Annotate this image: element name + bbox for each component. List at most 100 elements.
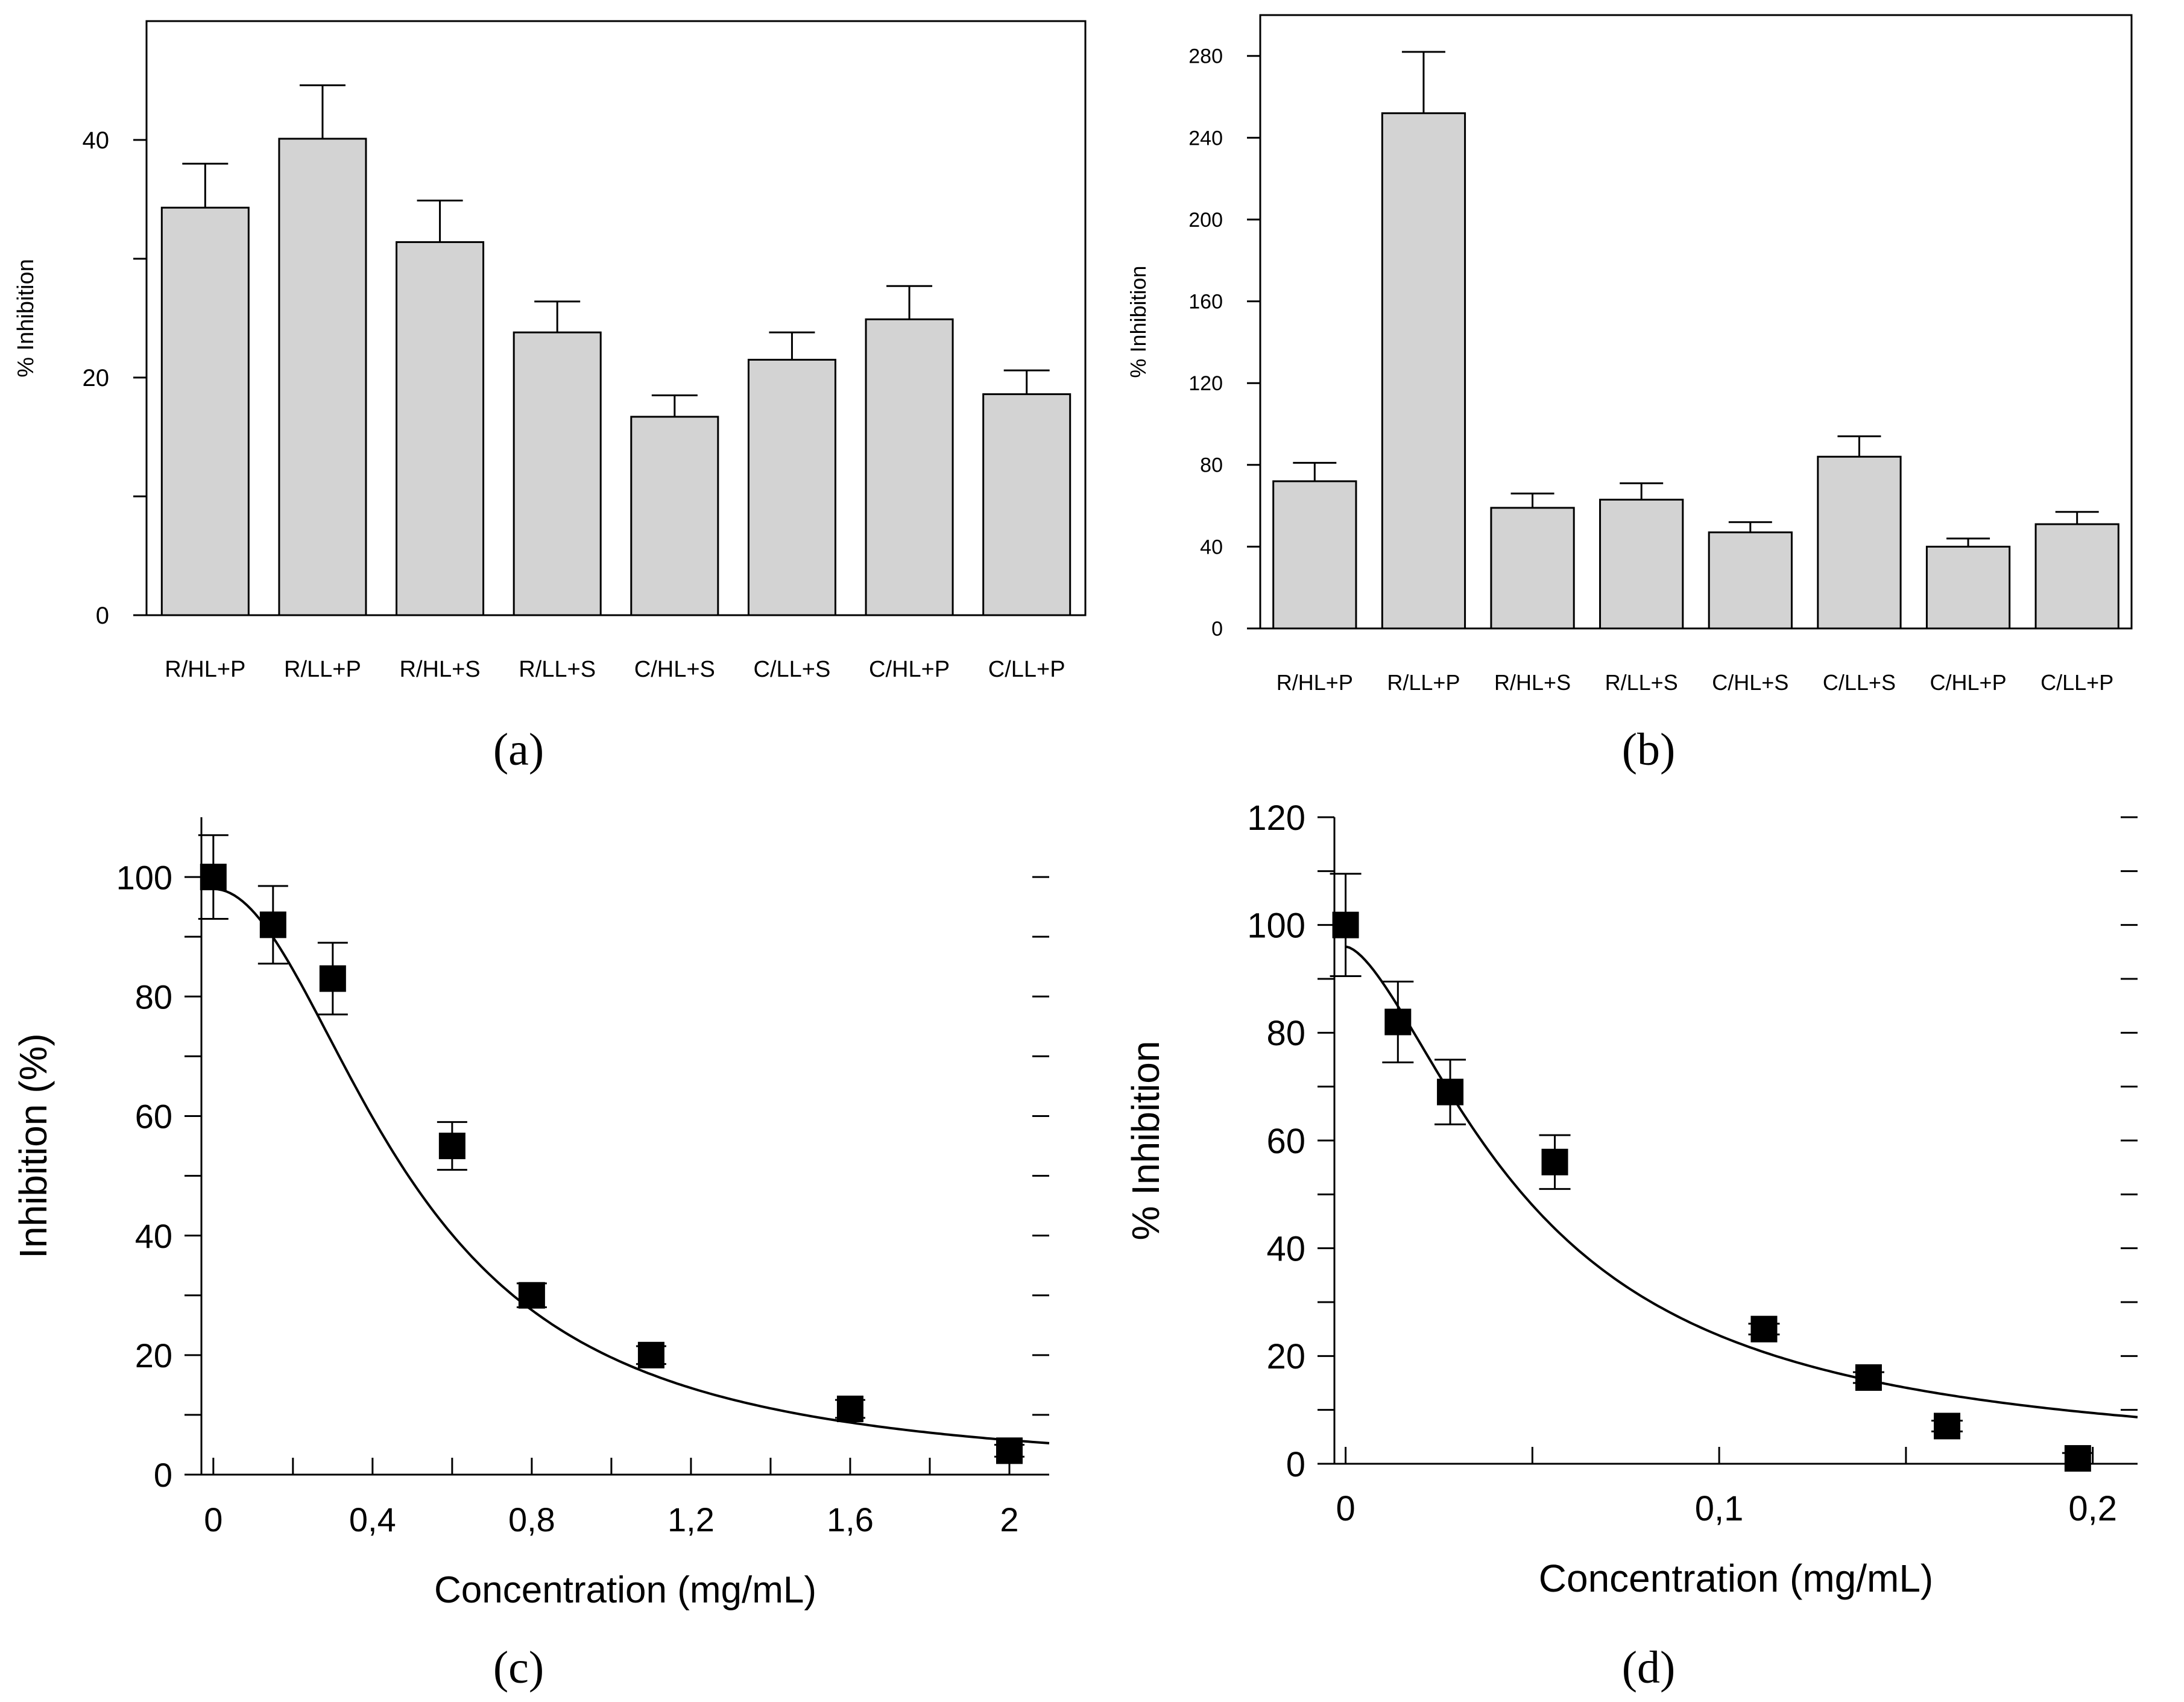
panel-d: 0 0,1 0,2 0 20 40 60 80 100 120 Concentration (mg/… (1124, 799, 2138, 1600)
y-tick-label: 40 (1200, 536, 1223, 558)
bar (1490, 507, 1575, 630)
y-axis-label: % Inhibition (1126, 265, 1150, 378)
data-point (1384, 1008, 1412, 1036)
bar (160, 206, 250, 616)
bar (2034, 523, 2119, 630)
y-tick-label: 0 (96, 603, 109, 629)
category-label: C/LL+S (754, 657, 831, 682)
data-point (996, 1437, 1023, 1464)
category-label: C/HL+P (1930, 670, 2007, 695)
category-label: R/LL+P (284, 657, 361, 682)
x-tick-label: 0,8 (508, 1501, 555, 1539)
y-tick-label: 40 (135, 1217, 172, 1255)
y-tick-label: 20 (135, 1337, 172, 1375)
data-point (518, 1282, 545, 1309)
plot-frame (1259, 14, 2133, 630)
y-tick-label: 280 (1188, 45, 1223, 68)
y-tick-label: 100 (116, 858, 172, 896)
y-tick-label: 40 (83, 127, 110, 154)
y-tick-label: 40 (1266, 1230, 1305, 1269)
category-label: R/LL+P (1387, 670, 1460, 695)
category-label: R/HL+P (1277, 670, 1353, 695)
y-axis-label: Inhibition (%) (11, 1033, 55, 1259)
category-label: C/LL+S (1823, 670, 1896, 695)
data-point (319, 965, 346, 992)
category-label: C/HL+P (869, 657, 950, 682)
bar (982, 393, 1071, 616)
y-axis-label: % Inhibition (13, 259, 39, 377)
data-point (836, 1396, 863, 1422)
y-tick-label: 160 (1188, 291, 1223, 314)
category-label: C/LL+P (988, 657, 1065, 682)
y-tick-label: 20 (1266, 1337, 1305, 1376)
category-label: R/LL+S (519, 657, 596, 682)
bar (1817, 455, 1902, 630)
bar (1925, 545, 2011, 630)
x-tick-label: 1,2 (668, 1501, 715, 1539)
y-tick-label: 60 (1266, 1122, 1305, 1161)
y-tick-label: 20 (83, 365, 110, 391)
x-tick-label: 0,1 (1695, 1489, 1744, 1528)
bar (747, 358, 836, 616)
y-tick-label: 0 (1211, 618, 1223, 641)
x-tick-label: 0,4 (349, 1501, 396, 1539)
y-tick-label: 0 (1286, 1445, 1305, 1484)
x-tick-label: 0 (1336, 1489, 1355, 1528)
y-axis-label: % Inhibition (1124, 1041, 1167, 1241)
x-tick-label: 0,2 (2068, 1489, 2117, 1528)
y-tick-label: 120 (1247, 799, 1305, 838)
bar (865, 318, 954, 616)
y-tick-label: 0 (154, 1456, 172, 1494)
fit-curve (213, 887, 1050, 1444)
panel-a: 0 20 40 R/HL+P R/LL+P R/HL+S R/LL+S C/HL+S C/LL+… (13, 20, 1087, 682)
y-tick-label: 60 (135, 1098, 172, 1136)
category-label: C/HL+S (1712, 670, 1788, 695)
fit-curve (1345, 945, 2138, 1419)
x-axis-label: Concentration (mg/mL) (434, 1569, 816, 1611)
category-label: R/LL+S (1605, 670, 1678, 695)
y-tick-label: 120 (1188, 372, 1223, 395)
data-point (2064, 1445, 2091, 1472)
panel-c-label: (c) (493, 1642, 544, 1693)
bar (278, 138, 367, 616)
data-point (1437, 1078, 1464, 1106)
panel-d-label: (d) (1622, 1642, 1676, 1693)
data-point (259, 911, 286, 938)
bar (513, 331, 602, 616)
data-point (1934, 1413, 1961, 1440)
panel-c: 0 0,4 0,8 1,2 1,6 2020406080100Concentration … (11, 817, 1050, 1611)
bar (1708, 531, 1793, 630)
category-label: C/LL+P (2040, 670, 2113, 695)
bar (1381, 112, 1466, 630)
data-point (200, 864, 227, 891)
bar (1272, 480, 1357, 630)
x-tick-label: 1,6 (827, 1501, 874, 1539)
category-label: R/HL+S (400, 657, 481, 682)
category-label: C/HL+S (634, 657, 715, 682)
data-point (1332, 911, 1359, 938)
panel-b-label: (b) (1622, 724, 1676, 775)
data-point (438, 1133, 466, 1159)
x-tick-label: 2 (1000, 1501, 1018, 1539)
data-point (1750, 1315, 1778, 1343)
y-tick-label: 80 (1200, 454, 1223, 477)
panel-a-label: (a) (493, 724, 544, 775)
x-axis-label: Concentration (mg/mL) (1539, 1557, 1933, 1600)
bar (630, 416, 719, 616)
y-tick-label: 200 (1188, 209, 1223, 232)
plot-frame (145, 20, 1087, 616)
data-point (637, 1341, 664, 1368)
bar (1599, 498, 1684, 630)
y-tick-label: 80 (135, 978, 172, 1016)
y-tick-label: 80 (1266, 1014, 1305, 1053)
data-point (1855, 1364, 1882, 1391)
y-tick-label: 240 (1188, 127, 1223, 150)
data-point (1541, 1148, 1568, 1175)
panel-b: 0 40 80 120 160 200 240 280 R/HL+P R/LL+P R/HL+S R/… (1126, 14, 2133, 695)
x-tick-label: 0 (204, 1501, 223, 1539)
category-label: R/HL+S (1494, 670, 1571, 695)
category-label: R/HL+P (165, 657, 245, 682)
bar (396, 241, 485, 616)
y-tick-label: 100 (1247, 906, 1305, 946)
